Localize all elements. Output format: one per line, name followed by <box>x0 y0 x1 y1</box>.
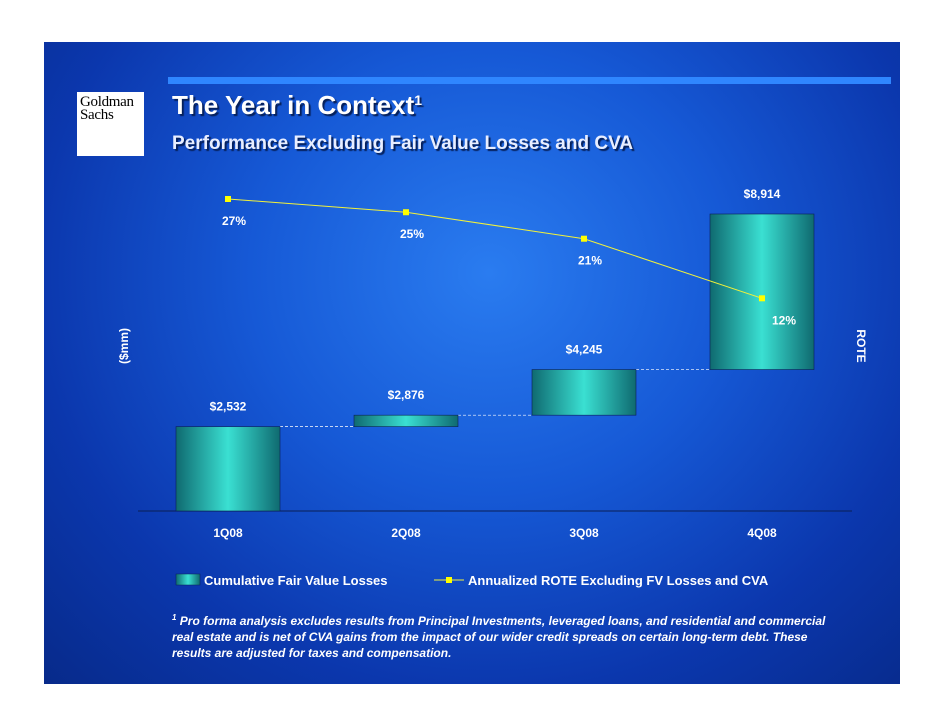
rote-label-1Q08: 27% <box>222 214 246 228</box>
page-subtitle: Performance Excluding Fair Value Losses … <box>172 133 634 154</box>
y-axis-label-left: ($mm) <box>117 328 131 364</box>
bar-2Q08 <box>353 414 459 427</box>
title-accent-bar <box>168 77 891 84</box>
bar-value-labels: $2,532 $2,876 $4,245 $8,914 <box>210 187 781 414</box>
rote-line-series <box>225 196 765 302</box>
footnote-mark: 1 <box>172 613 177 622</box>
x-tick-2Q08: 2Q08 <box>391 526 421 540</box>
rote-label-4Q08: 12% <box>772 313 796 327</box>
x-tick-1Q08: 1Q08 <box>213 526 243 540</box>
page-title: The Year in Context1 <box>172 90 422 121</box>
footnote-line-2: real estate and is net of CVA gains from… <box>172 630 808 644</box>
bar-label-2Q08: $2,876 <box>388 388 425 402</box>
footnote: 1 Pro forma analysis excludes results fr… <box>164 610 884 661</box>
footnote-line-3: results are adjusted for taxes and compe… <box>172 646 452 660</box>
rote-marker-4Q08 <box>759 295 765 302</box>
title-text: The Year in Context <box>172 90 415 120</box>
logo-line-2: Sachs <box>80 107 114 123</box>
legend-line-label: Annualized ROTE Excluding FV Losses and … <box>468 573 769 588</box>
bar-4Q08 <box>709 213 815 370</box>
rote-value-labels: 27% 25% 21% 12% <box>222 214 796 327</box>
rote-marker-1Q08 <box>225 196 231 202</box>
legend-bar-swatch <box>175 573 201 586</box>
footnote-line-1: 1 Pro forma analysis excludes results fr… <box>172 613 826 628</box>
bar-1Q08 <box>175 426 281 512</box>
bar-label-1Q08: $2,532 <box>210 400 247 414</box>
bar-label-4Q08: $8,914 <box>744 187 781 201</box>
x-tick-4Q08: 4Q08 <box>747 526 777 540</box>
x-axis-tick-labels: 1Q08 2Q08 3Q08 4Q08 <box>213 526 777 540</box>
goldman-sachs-logo: Goldman Sachs <box>77 92 144 156</box>
rote-marker-2Q08 <box>403 209 409 216</box>
legend-bar-label: Cumulative Fair Value Losses <box>204 573 388 588</box>
y-axis-label-right: ROTE <box>854 329 868 362</box>
logo-line-1: Goldman <box>80 94 134 110</box>
bar-3Q08 <box>531 369 637 416</box>
bar-series <box>175 213 815 512</box>
waterfall-connectors <box>280 369 710 427</box>
bar-label-3Q08: $4,245 <box>566 343 603 357</box>
rote-label-2Q08: 25% <box>400 227 424 241</box>
x-tick-3Q08: 3Q08 <box>569 526 599 540</box>
legend <box>175 573 464 586</box>
rote-line <box>227 198 763 299</box>
legend-line-marker <box>446 577 452 583</box>
rote-marker-3Q08 <box>581 235 587 242</box>
title-footnote-mark: 1 <box>414 92 423 108</box>
rote-label-3Q08: 21% <box>578 254 602 268</box>
